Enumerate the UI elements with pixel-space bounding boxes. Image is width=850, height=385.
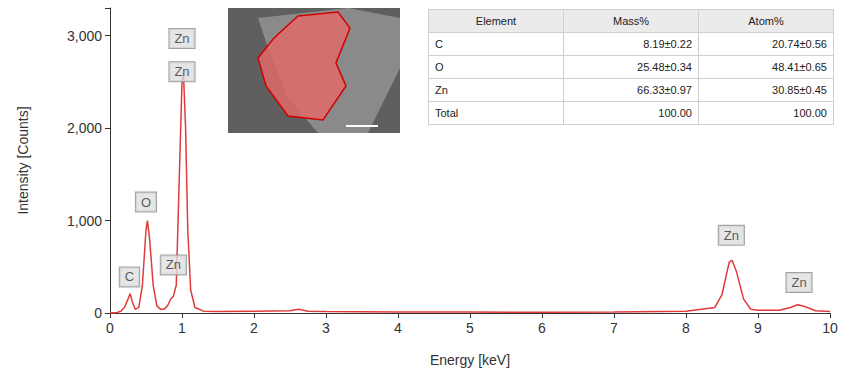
html-text:Total: Total (435, 107, 459, 119)
svg-text:Zn: Zn (724, 228, 739, 243)
svg-text:9: 9 (754, 320, 762, 336)
html-text:Mass%: Mass% (613, 15, 649, 27)
svg-text:0: 0 (106, 320, 114, 336)
svg-text:8: 8 (682, 320, 690, 336)
html-text:66.33±0.97: 66.33±0.97 (637, 84, 692, 96)
svg-text:1,000: 1,000 (67, 213, 102, 229)
html-text:30.85±0.45: 30.85±0.45 (772, 84, 827, 96)
svg-text:Energy [keV]: Energy [keV] (430, 352, 510, 368)
svg-text:3: 3 (322, 320, 330, 336)
html-text:48.41±0.65: 48.41±0.65 (772, 61, 827, 73)
svg-text:Zn: Zn (166, 257, 181, 272)
svg-text:C: C (125, 269, 134, 284)
html-text:Atom%: Atom% (748, 15, 784, 27)
svg-text:10: 10 (822, 320, 838, 336)
svg-text:4: 4 (394, 320, 402, 336)
html-text:100.00: 100.00 (793, 107, 827, 119)
svg-text:0: 0 (94, 305, 102, 321)
svg-text:Intensity [Counts]: Intensity [Counts] (15, 106, 31, 214)
svg-text:1: 1 (178, 320, 186, 336)
svg-text:O: O (141, 195, 151, 210)
html-text:20.74±0.56: 20.74±0.56 (772, 38, 827, 50)
svg-text:Zn: Zn (174, 31, 189, 46)
html-text:100.00: 100.00 (658, 107, 692, 119)
html-text:8.19±0.22: 8.19±0.22 (643, 38, 692, 50)
svg-text:5: 5 (466, 320, 474, 336)
svg-text:3,000: 3,000 (67, 28, 102, 44)
svg-text:2,000: 2,000 (67, 120, 102, 136)
svg-text:6: 6 (538, 320, 546, 336)
svg-text:Zn: Zn (174, 64, 189, 79)
html-text:C: C (435, 38, 443, 50)
html-text:O: O (435, 61, 444, 73)
html-text:25.48±0.34: 25.48±0.34 (637, 61, 692, 73)
svg-text:Zn: Zn (791, 275, 806, 290)
svg-text:7: 7 (610, 320, 618, 336)
svg-text:2: 2 (250, 320, 258, 336)
html-text:Element: Element (475, 15, 517, 27)
html-text:Zn: Zn (435, 84, 448, 96)
